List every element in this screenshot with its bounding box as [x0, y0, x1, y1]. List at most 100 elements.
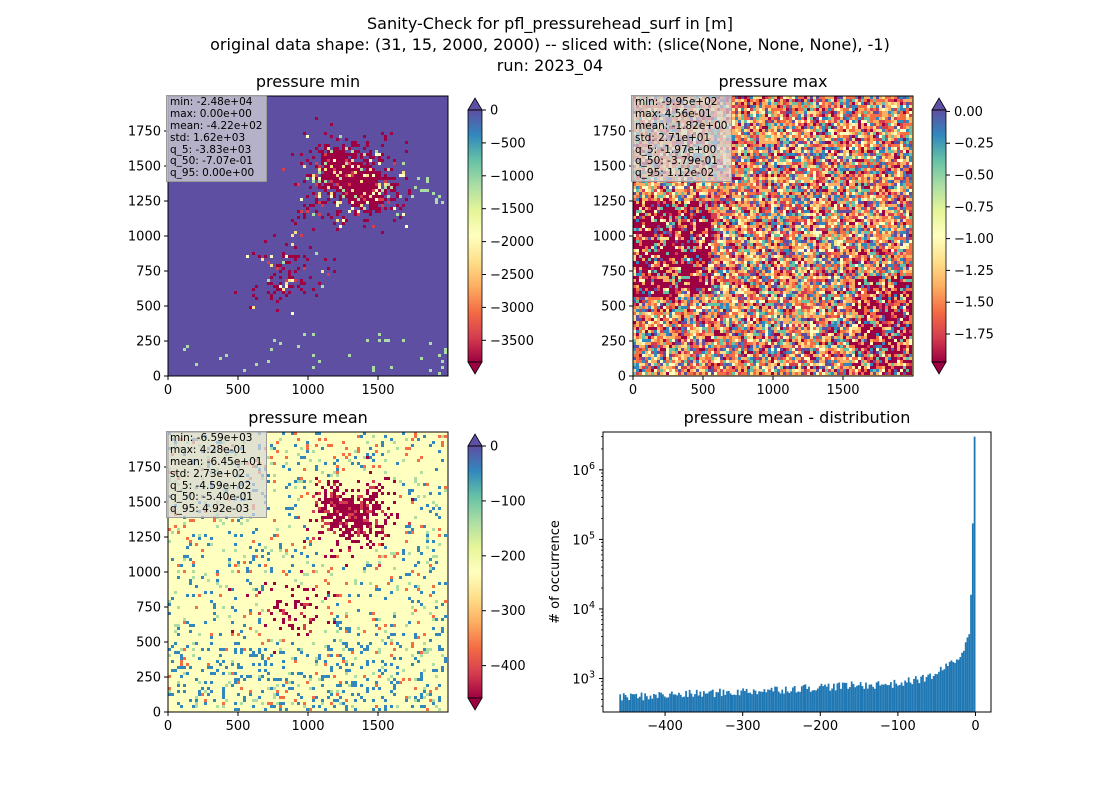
pmax-pixel [771, 216, 774, 219]
pmin-pixel [249, 306, 252, 309]
pmax-pixel [894, 144, 897, 147]
pmax-pixel [717, 189, 720, 192]
pmax-pixel [660, 228, 663, 231]
pmax-pixel [819, 144, 822, 147]
pmax-pixel [705, 213, 708, 216]
pmax-pixel [813, 111, 816, 114]
pmax-pixel [888, 120, 891, 123]
pmax-pixel [816, 207, 819, 210]
pmax-pixel [753, 204, 756, 207]
pmax-pixel [744, 189, 747, 192]
pmin-pixel [384, 138, 387, 141]
pmax-pixel [744, 114, 747, 117]
pmax-pixel [765, 168, 768, 171]
pmin-pixel [297, 216, 300, 219]
pmin-pixel [333, 270, 336, 273]
pmax-pixel [738, 138, 741, 141]
pmax-pixel [678, 183, 681, 186]
pmin-pixel [438, 195, 441, 198]
pmin-pixel [381, 195, 384, 198]
pmax-pixel [882, 144, 885, 147]
pmax-pixel [723, 183, 726, 186]
pmax-pixel [672, 198, 675, 201]
pmax-pixel [846, 120, 849, 123]
pmax-pixel [720, 183, 723, 186]
pmax-pixel [684, 222, 687, 225]
pmax-pixel [756, 183, 759, 186]
pmax-pixel [831, 150, 834, 153]
pmax-pixel [783, 129, 786, 132]
pmax-pixel [810, 96, 813, 99]
pmax-pixel [735, 150, 738, 153]
pmin-pixel [318, 360, 321, 363]
pmax-pixel [861, 105, 864, 108]
pmin-pixel [390, 198, 393, 201]
pmax-pixel [753, 108, 756, 111]
pmax-pixel [894, 225, 897, 228]
pmax-pixel [708, 222, 711, 225]
pmax-pixel [795, 99, 798, 102]
pmax-pixel [738, 162, 741, 165]
pmax-pixel [816, 105, 819, 108]
pmax-pixel [855, 138, 858, 141]
pmin-pixel [321, 270, 324, 273]
pmax-pixel [840, 138, 843, 141]
pmax-pixel [768, 207, 771, 210]
pmin-pixel [402, 162, 405, 165]
pmax-pixel [669, 222, 672, 225]
pmax-pixel [894, 207, 897, 210]
pmax-pixel [804, 159, 807, 162]
pmax-pixel [765, 222, 768, 225]
pmax-pixel [684, 198, 687, 201]
pmax-pixel [759, 120, 762, 123]
pmax-pixel [885, 210, 888, 213]
pmax-pixel [885, 213, 888, 216]
pmax-pixel [696, 201, 699, 204]
pmax-pixel [804, 99, 807, 102]
pmin-pixel [339, 225, 342, 228]
pmax-pixel [651, 222, 654, 225]
pmax-pixel [708, 213, 711, 216]
pmax-pixel [861, 123, 864, 126]
pmax-pixel [903, 192, 906, 195]
pmin-pixel [348, 198, 351, 201]
pmax-pixel [828, 198, 831, 201]
pmax-pixel [660, 192, 663, 195]
pmax-pixel [906, 126, 909, 129]
pmax-pixel [762, 162, 765, 165]
pmax-pixel [696, 186, 699, 189]
pmin-pixel [348, 171, 351, 174]
pmax-pixel [660, 234, 663, 237]
pmax-pixel [801, 165, 804, 168]
pmax-pixel [852, 210, 855, 213]
pmax-pixel [897, 147, 900, 150]
pmax-pixel [771, 135, 774, 138]
pmin-pixel [372, 177, 375, 180]
pmax-pixel [906, 168, 909, 171]
pmax-pixel [768, 141, 771, 144]
pmax-pixel [705, 228, 708, 231]
pmax-pixel [786, 204, 789, 207]
pmax-pixel [810, 168, 813, 171]
pmax-pixel [735, 120, 738, 123]
pmax-pixel [735, 228, 738, 231]
pmax-pixel [909, 150, 912, 153]
pmax-pixel [759, 228, 762, 231]
pmax-pixel [840, 147, 843, 150]
pmax-pixel [780, 210, 783, 213]
pmax-pixel [795, 120, 798, 123]
pmax-pixel [819, 147, 822, 150]
pmin-pixel [417, 177, 420, 180]
pmax-pixel [897, 186, 900, 189]
pmax-pixel [780, 96, 783, 99]
pmax-pixel [681, 210, 684, 213]
pmax-pixel [804, 156, 807, 159]
pmax-pixel [681, 189, 684, 192]
pmax-pixel [759, 99, 762, 102]
pmax-pixel [714, 213, 717, 216]
pmax-pixel [903, 150, 906, 153]
pmax-pixel [879, 204, 882, 207]
pmax-pixel [819, 162, 822, 165]
pmax-pixel [795, 174, 798, 177]
pmax-pixel [843, 165, 846, 168]
